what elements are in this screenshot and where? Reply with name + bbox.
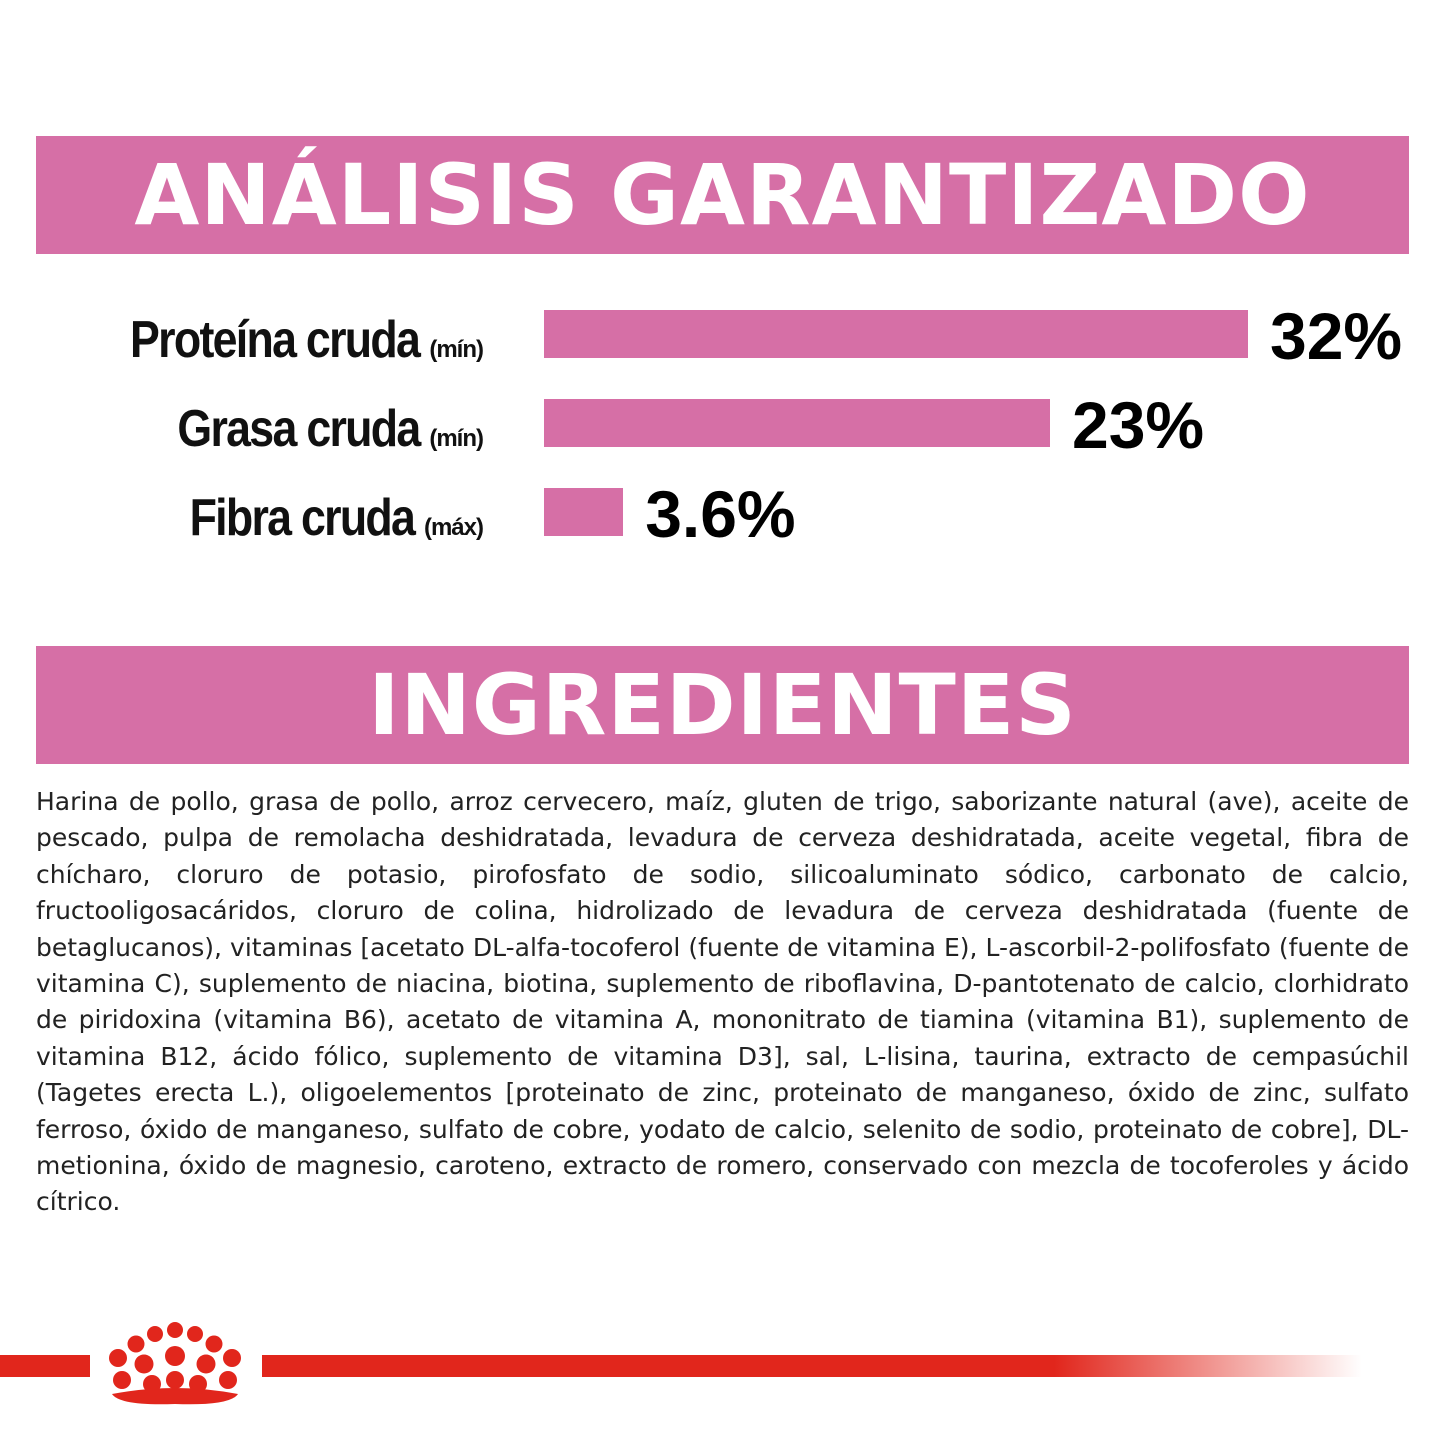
analysis-header-title: ANÁLISIS GARANTIZADO [134,146,1311,244]
bar-value-label: 3.6% [645,477,796,551]
bar-value-label: 23% [1072,388,1205,462]
bar-row: Grasa cruda (mín) 23% [0,388,1445,462]
bar-label: Proteína cruda (mín) [83,310,484,370]
ingredients-header-title: INGREDIENTES [368,656,1077,754]
ingredients-header: INGREDIENTES [36,646,1409,764]
bar-row: Fibra cruda (máx) 3.6% [0,477,1445,551]
bar-label: Grasa cruda (mín) [138,399,484,459]
footer-stripe-right [262,1355,1362,1377]
analysis-header: ANÁLISIS GARANTIZADO [36,136,1409,254]
bar [544,488,624,536]
bar-label-name: Grasa cruda [177,400,421,458]
bar-value-label: 32% [1270,299,1403,373]
bar-label-name: Proteína cruda [130,311,421,369]
bar-label: Fibra cruda (máx) [153,488,484,548]
footer-brand-strip [0,1320,1445,1410]
footer-stripe-left [0,1355,90,1377]
bar-label-qualifier: (mín) [429,425,484,452]
bar-label-name: Fibra cruda [189,489,415,547]
bar [544,399,1050,447]
crown-logo-icon [109,1322,241,1405]
ingredients-list: Harina de pollo, grasa de pollo, arroz c… [36,787,1409,1217]
bar [544,310,1248,358]
bar-label-qualifier: (máx) [423,514,484,541]
bar-row: Proteína cruda (mín) 32% [0,299,1445,373]
bar-label-qualifier: (mín) [429,336,484,363]
